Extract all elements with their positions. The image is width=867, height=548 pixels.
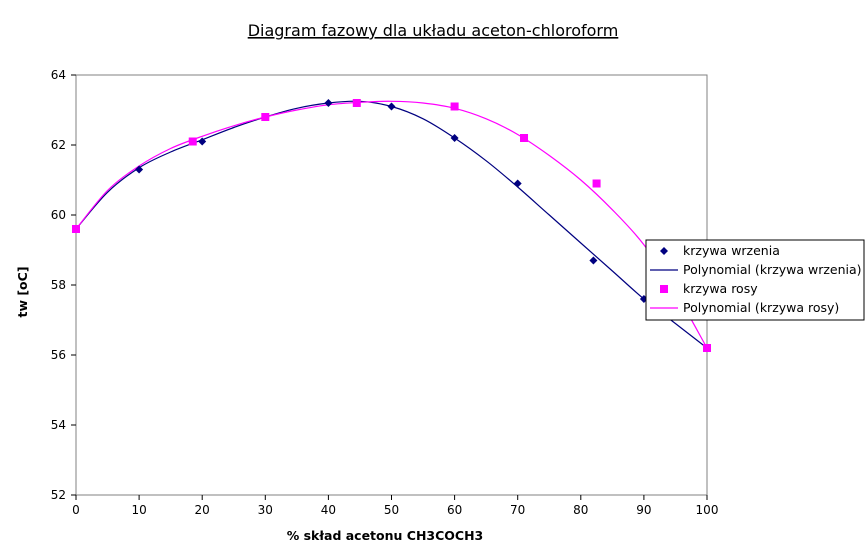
x-tick-label: 90 — [636, 503, 651, 517]
x-tick-label: 60 — [447, 503, 462, 517]
legend-marker-swatch — [660, 285, 668, 293]
data-point — [352, 99, 361, 107]
y-axis-ticks: 52 54 56 58 60 62 64 — [51, 68, 76, 502]
data-point — [188, 137, 197, 146]
data-point — [450, 134, 459, 142]
legend-label: Polynomial (krzywa wrzenia) — [683, 262, 862, 277]
data-point — [198, 137, 207, 146]
data-point — [387, 102, 396, 111]
data-point — [589, 256, 598, 265]
x-tick-label: 70 — [510, 503, 525, 517]
legend-label: Polynomial (krzywa rosy) — [683, 300, 839, 315]
x-tick-label: 100 — [696, 503, 719, 517]
legend-box — [645, 239, 865, 321]
legend-entry-polynomial-krzywa-wrzenia: Polynomial (krzywa wrzenia) — [650, 262, 862, 277]
y-tick-label: 58 — [51, 278, 66, 292]
y-tick-label: 60 — [51, 208, 66, 222]
x-tick-label: 80 — [573, 503, 588, 517]
x-axis-title: % skład acetonu CH3COCH3 — [287, 528, 484, 543]
legend-label: krzywa wrzenia — [683, 243, 780, 258]
x-tick-label: 0 — [72, 503, 80, 517]
data-point — [72, 225, 80, 233]
legend-entry-krzywa-wrzenia: krzywa wrzenia — [660, 243, 780, 258]
data-point — [513, 179, 522, 188]
legend: krzywa wrzenia Polynomial (krzywa wrzenia… — [645, 239, 865, 321]
legend-entry-polynomial-krzywa-rosy: Polynomial (krzywa rosy) — [650, 300, 839, 315]
x-tick-label: 30 — [258, 503, 273, 517]
y-axis-title: tw [oC] — [15, 266, 30, 317]
data-point — [520, 134, 529, 142]
data-point — [450, 102, 459, 111]
legend-label: krzywa rosy — [683, 281, 758, 296]
x-tick-label: 10 — [131, 503, 146, 517]
y-tick-label: 52 — [51, 488, 66, 502]
x-tick-label: 40 — [321, 503, 336, 517]
legend-entry-krzywa-rosy: krzywa rosy — [660, 281, 758, 296]
data-point — [703, 344, 711, 352]
x-tick-label: 50 — [384, 503, 399, 517]
x-axis-ticks: 0 10 20 30 40 50 60 70 80 90 100 — [72, 495, 718, 517]
chart-title: Diagram fazowy dla układu aceton-chlorof… — [248, 21, 619, 40]
plot-area — [75, 74, 708, 496]
data-point — [135, 165, 144, 174]
data-point — [592, 179, 601, 188]
data-point — [324, 99, 333, 107]
series-polynomial-krzywa-rosy — [75, 100, 708, 349]
y-tick-label: 54 — [51, 418, 66, 432]
y-tick-label: 56 — [51, 348, 66, 362]
trendline-polynomial-krzywa-rosy — [75, 100, 708, 349]
legend-marker-swatch — [660, 247, 668, 255]
y-tick-label: 64 — [51, 68, 66, 82]
x-tick-label: 20 — [195, 503, 210, 517]
data-point — [261, 113, 270, 121]
y-tick-label: 62 — [51, 138, 66, 152]
